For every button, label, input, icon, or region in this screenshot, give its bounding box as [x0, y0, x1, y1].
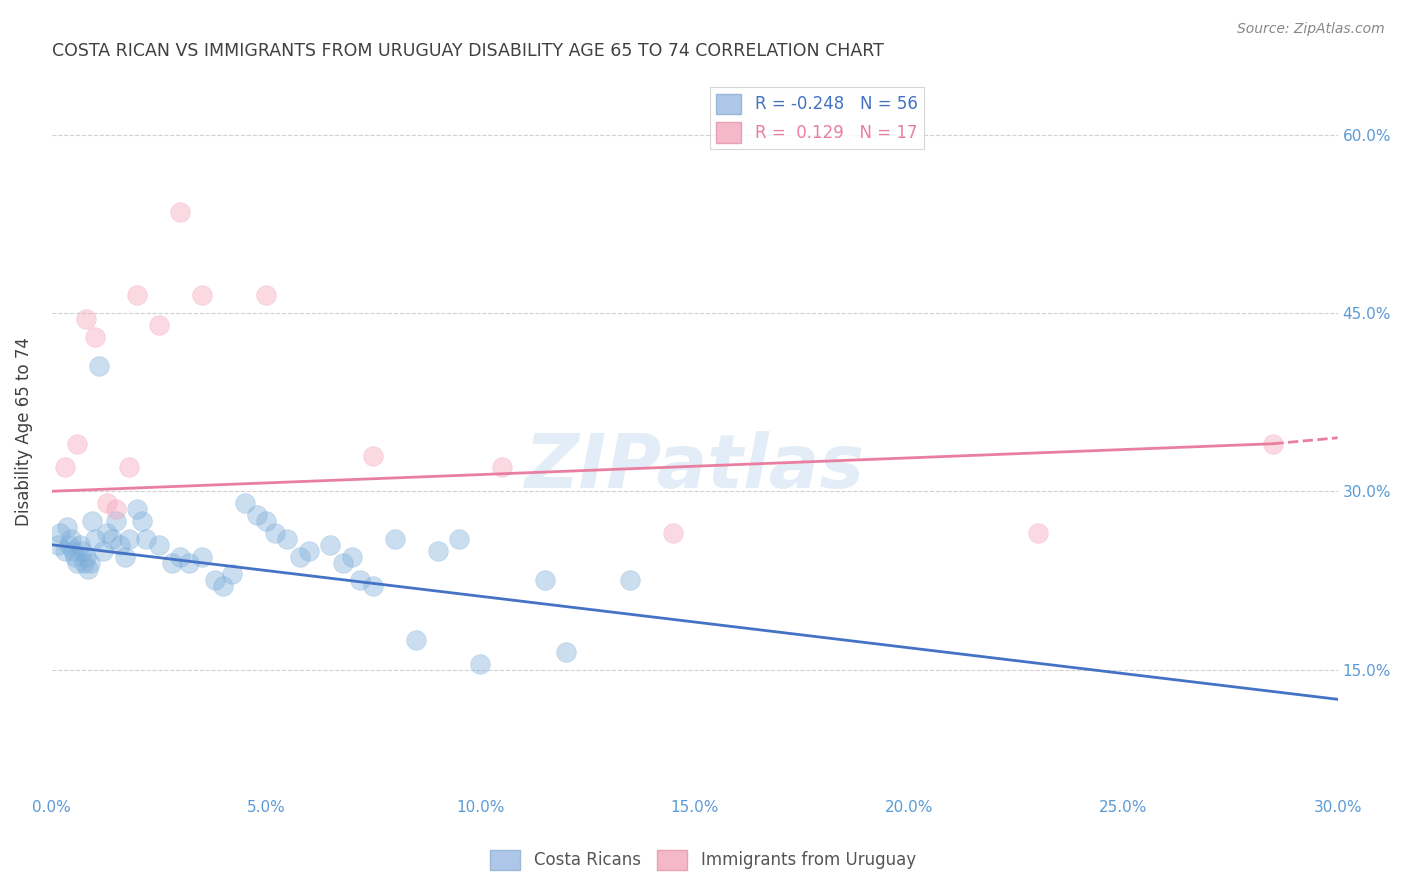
- Point: [66, 436, 89, 450]
- Point: [447, 532, 470, 546]
- Point: [290, 549, 312, 564]
- Point: [105, 502, 128, 516]
- Point: [79, 556, 101, 570]
- Point: [555, 645, 578, 659]
- Point: [127, 288, 149, 302]
- Point: [60, 532, 83, 546]
- Point: [127, 502, 149, 516]
- Point: [662, 525, 685, 540]
- Point: [349, 574, 371, 588]
- Point: [75, 549, 97, 564]
- Point: [110, 538, 132, 552]
- Point: [66, 556, 89, 570]
- Point: [263, 525, 285, 540]
- Point: [384, 532, 406, 546]
- Point: [332, 556, 354, 570]
- Legend: Costa Ricans, Immigrants from Uruguay: Costa Ricans, Immigrants from Uruguay: [484, 843, 922, 877]
- Point: [53, 460, 76, 475]
- Point: [221, 567, 243, 582]
- Point: [491, 460, 513, 475]
- Point: [69, 538, 91, 552]
- Point: [340, 549, 363, 564]
- Point: [135, 532, 157, 546]
- Point: [426, 543, 449, 558]
- Point: [212, 579, 235, 593]
- Point: [298, 543, 321, 558]
- Point: [470, 657, 492, 671]
- Point: [131, 514, 153, 528]
- Point: [114, 549, 136, 564]
- Point: [75, 312, 97, 326]
- Point: [191, 549, 214, 564]
- Point: [169, 205, 191, 219]
- Point: [619, 574, 641, 588]
- Point: [105, 514, 128, 528]
- Point: [1263, 436, 1285, 450]
- Point: [77, 561, 100, 575]
- Point: [148, 538, 170, 552]
- Point: [254, 288, 277, 302]
- Point: [276, 532, 298, 546]
- Point: [361, 449, 384, 463]
- Point: [405, 632, 427, 647]
- Point: [87, 359, 110, 374]
- Point: [100, 532, 122, 546]
- Point: [1026, 525, 1049, 540]
- Point: [246, 508, 269, 522]
- Point: [191, 288, 214, 302]
- Point: [62, 543, 84, 558]
- Point: [53, 543, 76, 558]
- Point: [96, 496, 118, 510]
- Point: [83, 329, 105, 343]
- Point: [49, 525, 72, 540]
- Point: [118, 460, 141, 475]
- Point: [55, 520, 77, 534]
- Point: [70, 543, 93, 558]
- Point: [83, 532, 105, 546]
- Point: [73, 556, 96, 570]
- Point: [58, 538, 80, 552]
- Point: [91, 543, 114, 558]
- Text: Source: ZipAtlas.com: Source: ZipAtlas.com: [1237, 22, 1385, 37]
- Point: [148, 318, 170, 332]
- Text: COSTA RICAN VS IMMIGRANTS FROM URUGUAY DISABILITY AGE 65 TO 74 CORRELATION CHART: COSTA RICAN VS IMMIGRANTS FROM URUGUAY D…: [52, 42, 883, 60]
- Point: [533, 574, 555, 588]
- Point: [118, 532, 141, 546]
- Point: [46, 538, 69, 552]
- Point: [319, 538, 342, 552]
- Point: [96, 525, 118, 540]
- Legend: R = -0.248   N = 56, R =  0.129   N = 17: R = -0.248 N = 56, R = 0.129 N = 17: [710, 87, 924, 150]
- Point: [233, 496, 256, 510]
- Point: [65, 549, 87, 564]
- Point: [254, 514, 277, 528]
- Point: [204, 574, 226, 588]
- Text: ZIPatlas: ZIPatlas: [524, 431, 865, 504]
- Point: [160, 556, 183, 570]
- Point: [169, 549, 191, 564]
- Point: [177, 556, 200, 570]
- Point: [82, 514, 104, 528]
- Point: [361, 579, 384, 593]
- Y-axis label: Disability Age 65 to 74: Disability Age 65 to 74: [15, 337, 32, 526]
